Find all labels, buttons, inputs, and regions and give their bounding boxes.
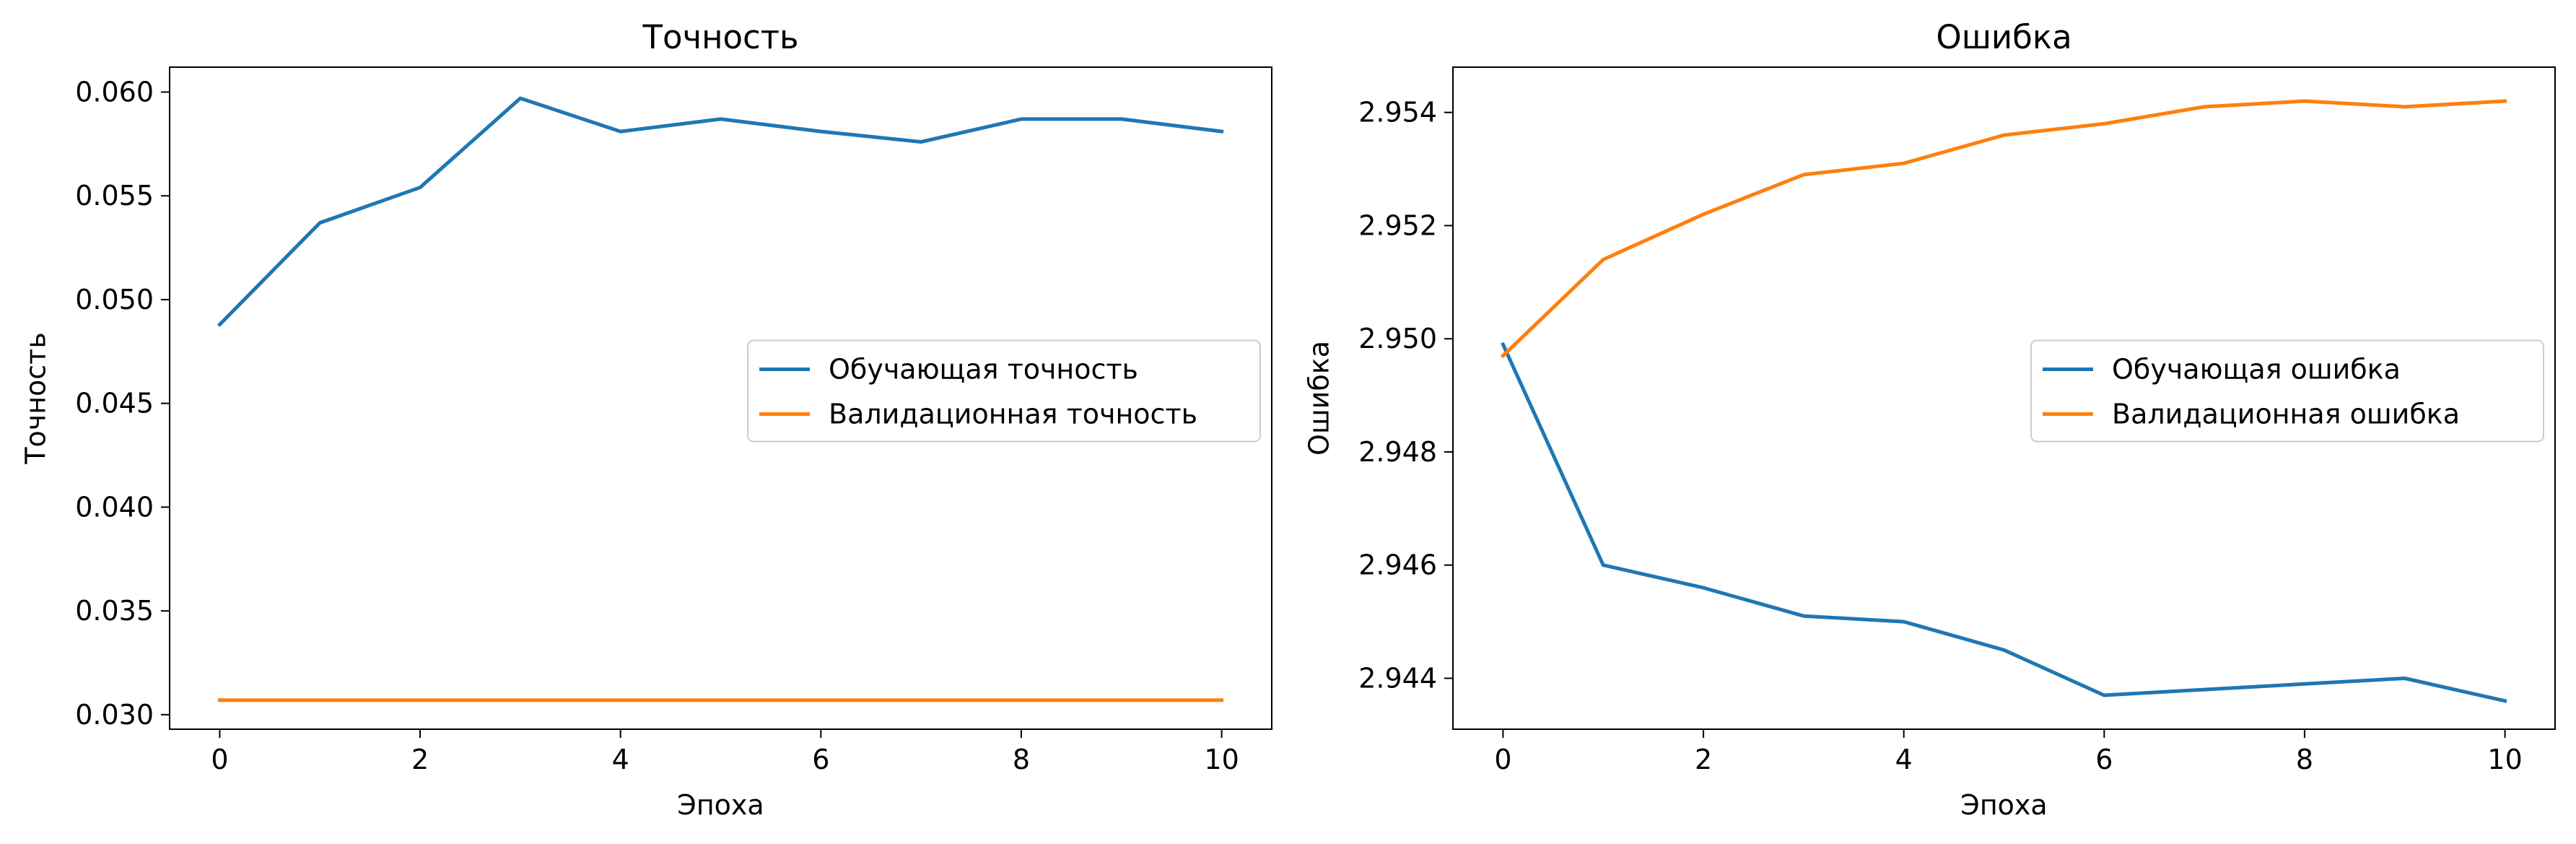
legend: Обучающая ошибка Валидационная ошибка xyxy=(2030,339,2544,443)
y-axis-label: Ошибка xyxy=(1304,341,1335,456)
plot-frame xyxy=(1452,66,2556,730)
chart-title: Точность xyxy=(642,18,798,56)
plot-frame xyxy=(169,66,1272,730)
x-tick-label: 2 xyxy=(1695,744,1712,775)
x-tick-label: 10 xyxy=(1204,744,1239,775)
y-axis-label: Точность xyxy=(20,332,52,464)
x-tick-label: 8 xyxy=(1013,744,1030,775)
x-tick-label: 0 xyxy=(211,744,228,775)
y-tick-label: 2.954 xyxy=(1358,97,1437,129)
y-tick-label: 2.950 xyxy=(1358,323,1437,354)
x-tick-label: 4 xyxy=(612,744,629,775)
y-tick-label: 2.946 xyxy=(1358,549,1437,581)
y-tick-label: 0.055 xyxy=(75,180,154,212)
y-tick-label: 0.060 xyxy=(75,76,154,108)
chart-title: Ошибка xyxy=(1936,18,2071,56)
series-line-1 xyxy=(1501,341,2507,703)
x-tick-label: 6 xyxy=(2095,744,2113,775)
y-tick-label: 0.050 xyxy=(75,284,154,316)
x-tick-label: 2 xyxy=(411,744,429,775)
y-tick-label: 0.040 xyxy=(75,491,154,523)
series-line-1 xyxy=(217,96,1224,328)
legend-entry: Обучающая ошибка xyxy=(2112,354,2401,386)
x-axis-label: Эпоха xyxy=(677,789,764,821)
y-tick-label: 0.045 xyxy=(75,388,154,419)
x-tick-label: 10 xyxy=(2487,744,2522,775)
x-tick-label: 4 xyxy=(1895,744,1913,775)
y-tick-label: 2.944 xyxy=(1358,662,1437,694)
chart-panel-2: Ошибка 0 2 4 6 8 10 2.944 2.946 2.948 2.950 2.952 2.… xyxy=(1304,18,2556,821)
legend-entry: Обучающая точность xyxy=(829,354,1138,386)
legend-box xyxy=(747,339,1261,443)
legend-entry: Валидационная точность xyxy=(829,399,1197,430)
chart-panel-1: Точность 0 2 4 6 8 10 0.030 0.035 0.040 0.045 0.050… xyxy=(20,18,1272,821)
y-tick-label: 2.952 xyxy=(1358,209,1437,241)
x-tick-label: 6 xyxy=(812,744,829,775)
legend: Обучающая точность Валидационная точность xyxy=(747,339,1261,443)
x-tick-label: 0 xyxy=(1494,744,1511,775)
series-line-2 xyxy=(1500,99,2507,359)
legend-box xyxy=(2030,339,2544,443)
x-tick-label: 8 xyxy=(2296,744,2313,775)
y-tick-label: 0.035 xyxy=(75,595,154,627)
y-tick-label: 2.948 xyxy=(1358,436,1437,468)
y-tick-label: 0.030 xyxy=(75,699,154,731)
legend-entry: Валидационная ошибка xyxy=(2112,399,2460,430)
x-axis-label: Эпоха xyxy=(1960,789,2047,821)
